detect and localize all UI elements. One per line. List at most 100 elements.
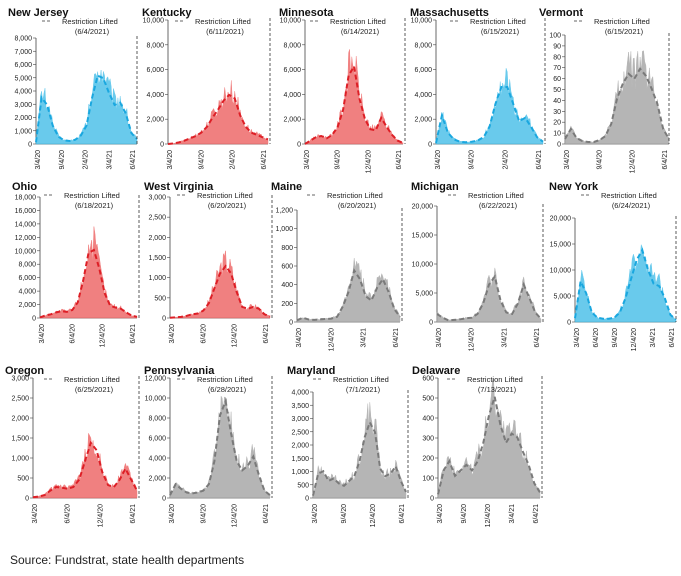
x-tick-label: 12/4/20 [365,150,372,173]
daily-cases-area [167,80,269,145]
y-tick-label: 4,000 [283,92,301,99]
y-tick-label: 15,000 [412,233,434,240]
y-tick-label: 4,000 [148,456,166,463]
x-tick-label: 3/4/20 [437,504,444,524]
y-tick-label: 2,000 [414,117,432,124]
x-tick-label: 6/4/21 [130,150,137,170]
y-tick-label: 1,500 [148,255,166,262]
x-tick-label: 6/4/21 [261,150,268,170]
y-tick-label: 10 [553,131,561,138]
restriction-date: (6/25/2021) [75,385,114,394]
daily-cases-area [574,244,677,323]
y-tick-label: 500 [154,295,166,302]
y-tick-label: 3,000 [14,102,32,109]
chart-title: Michigan [411,181,459,193]
y-tick-label: 1,000 [14,128,32,135]
x-tick-label: 6/4/21 [669,328,676,348]
x-tick-label: 6/4/21 [130,324,137,344]
y-tick-label: 6,000 [148,436,166,443]
x-tick-label: 9/4/20 [461,504,468,524]
chart-panel: Oregon 0 500 1,000 1,500 2,000 2,500 3,000 3/4/2… [5,365,140,527]
x-tick-label: 3/4/21 [106,150,113,170]
y-tick-label: 2,500 [148,215,166,222]
x-tick-label: 3/4/20 [564,150,571,170]
restriction-date: (6/28/2021) [208,385,247,394]
y-tick-label: 0 [305,496,309,503]
y-tick-label: 8,000 [146,42,164,49]
restriction-label: Restriction Lifted [327,191,383,200]
chart-title: West Virginia [144,181,214,193]
y-tick-label: 6,000 [14,62,32,69]
daily-cases-area [564,50,670,145]
y-tick-label: 2,500 [11,396,29,403]
x-tick-label: 9/4/20 [198,150,205,170]
x-tick-label: 3/4/20 [435,150,442,170]
y-tick-label: 8,000 [414,42,432,49]
y-tick-label: 15,000 [550,242,572,249]
restriction-label: Restriction Lifted [62,17,118,26]
restriction-label: Restriction Lifted [468,191,524,200]
chart-panel: West Virginia 0 500 1,000 1,500 2,000 2,500 3,0… [144,181,273,347]
chart-panel: New York 0 5,000 10,000 15,000 20,000 3/4/20 6/… [549,181,677,351]
y-tick-label: 2,000 [14,115,32,122]
x-tick-label: 12/4/20 [629,150,636,173]
y-tick-label: 0 [162,316,166,323]
y-tick-label: 3,000 [11,376,29,383]
x-tick-label: 9/4/20 [341,504,348,524]
moving-average-line [435,86,544,144]
x-tick-label: 6/4/21 [533,504,540,524]
x-tick-label: 3/4/20 [167,150,174,170]
y-tick-label: 800 [281,245,293,252]
y-tick-label: 2,000 [148,476,166,483]
y-tick-label: 1,000 [11,456,29,463]
x-tick-label: 12/4/20 [370,504,377,527]
chart-title: New York [549,181,599,193]
moving-average-line [296,268,401,322]
chart-panel: Maine 0 200 400 600 800 1,000 1,200 3/4/20 12/4/2… [271,181,403,351]
daily-cases-area [35,69,138,145]
y-tick-label: 2,000 [283,117,301,124]
chart-panel: Massachusetts 0 2,000 4,000 6,000 8,000 10,000… [410,7,546,170]
y-tick-label: 6,000 [414,67,432,74]
y-tick-label: 0 [567,320,571,327]
x-tick-label: 12/4/20 [100,324,107,347]
x-tick-label: 2/4/20 [502,150,509,170]
chart-panel: Kentucky 0 2,000 4,000 6,000 8,000 10,000 3/4/2… [142,7,271,170]
y-tick-label: 6,000 [18,275,36,282]
y-tick-label: 3,500 [291,403,309,410]
x-tick-label: 6/4/21 [130,504,137,524]
y-tick-label: 18,000 [15,195,37,202]
y-tick-label: 400 [422,416,434,423]
y-tick-label: 60 [553,76,561,83]
chart-title: Ohio [12,181,37,193]
daily-cases-area [296,257,401,323]
x-tick-label: 6/4/21 [396,150,403,170]
y-tick-label: 1,000 [148,275,166,282]
y-tick-label: 4,000 [414,92,432,99]
chart-title: Delaware [412,365,460,377]
x-tick-label: 6/4/21 [534,328,541,348]
y-tick-label: 1,500 [291,456,309,463]
x-tick-label: 9/4/20 [335,150,342,170]
x-tick-label: 12/4/20 [631,328,638,351]
moving-average-line [35,74,138,143]
restriction-label: Restriction Lifted [197,191,253,200]
y-tick-label: 40 [553,98,561,105]
x-tick-label: 9/4/20 [612,328,619,348]
y-tick-label: 70 [553,65,561,72]
y-tick-label: 10,000 [145,396,167,403]
restriction-date: (6/15/2021) [605,27,644,36]
y-tick-label: 0 [32,316,36,323]
y-tick-label: 500 [422,396,434,403]
y-tick-label: 16,000 [15,208,37,215]
y-tick-label: 7,000 [14,49,32,56]
y-tick-label: 5,000 [14,75,32,82]
y-tick-label: 1,200 [275,208,293,215]
y-tick-label: 30 [553,109,561,116]
y-tick-label: 0 [25,496,29,503]
x-tick-label: 9/4/20 [597,150,604,170]
y-tick-label: 2,000 [148,235,166,242]
chart-panel: Pennsylvania 0 2,000 4,000 6,000 8,000 10,000 1… [144,365,273,527]
y-tick-label: 8,000 [148,416,166,423]
y-tick-label: 1,000 [291,469,309,476]
